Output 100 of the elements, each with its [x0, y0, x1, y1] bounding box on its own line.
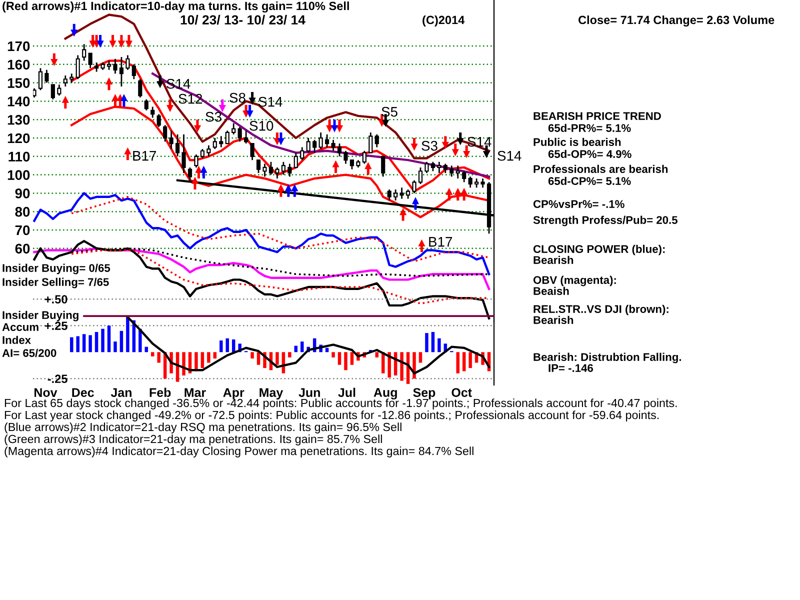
bar	[70, 337, 74, 352]
text: IP= -.146	[548, 364, 593, 372]
point	[284, 184, 292, 192]
x-tick-label: Feb	[150, 388, 171, 397]
x-tick-label: Jan	[110, 388, 132, 397]
candlestick	[368, 132, 373, 154]
point	[446, 188, 453, 195]
candlestick	[82, 43, 86, 62]
line-series	[126, 316, 490, 374]
y-tick-label: 170	[8, 41, 30, 52]
text: CLOSING POWER (blue):	[533, 244, 665, 256]
point	[277, 138, 284, 146]
point	[218, 105, 226, 112]
ref-line-label: Insider Buying	[2, 310, 78, 322]
candlestick	[456, 164, 460, 180]
point	[456, 138, 464, 146]
point	[418, 239, 426, 246]
x-tick-label: Apr	[223, 388, 244, 400]
x-tick-label: Nov	[34, 388, 58, 397]
annotation: Insider Selling= 7/65	[2, 278, 109, 288]
y-tick-label: +.50	[44, 295, 68, 304]
candlestick	[138, 78, 142, 98]
bar	[438, 338, 441, 352]
candlestick	[225, 130, 230, 144]
annotation: B17	[429, 237, 452, 247]
annotation: S3	[206, 112, 222, 122]
point	[410, 144, 418, 151]
point	[460, 188, 468, 195]
candlestick	[70, 72, 74, 84]
point	[332, 160, 340, 168]
bar	[250, 352, 254, 358]
annotation: S8	[230, 92, 246, 103]
text: 10/ 23/ 13- 10/ 23/ 14	[180, 14, 306, 25]
annotation: (C)2014	[422, 16, 465, 26]
point	[382, 120, 390, 127]
bar	[88, 335, 92, 352]
bar	[256, 352, 260, 365]
y-tick-label: 90	[15, 188, 30, 198]
text: 65d-CP%= 5.1%	[548, 176, 631, 185]
point	[452, 149, 459, 156]
annotation: S10	[250, 120, 274, 131]
y-tick-label: 60	[15, 244, 30, 254]
candlestick	[126, 54, 130, 71]
point	[191, 176, 199, 184]
candlestick	[250, 142, 254, 161]
candlestick	[119, 56, 124, 88]
point	[246, 110, 254, 118]
point	[120, 94, 128, 102]
candlestick	[381, 156, 386, 178]
y-tick-label: 80	[15, 206, 30, 217]
point	[62, 96, 69, 103]
point	[50, 59, 58, 66]
candlestick	[156, 113, 161, 128]
y-tick-label: +.25	[44, 322, 68, 330]
point	[125, 40, 132, 48]
text: Bearish	[534, 316, 574, 324]
text: S14	[498, 150, 522, 161]
bar	[276, 352, 279, 365]
bar	[400, 352, 404, 381]
x-tick-label: Jul	[338, 388, 356, 397]
point	[463, 151, 470, 158]
annotation: S5	[382, 106, 398, 117]
y-tick-label: 100	[8, 170, 30, 180]
point	[400, 208, 407, 216]
annotation: Accum	[2, 323, 38, 331]
y-tick-label: 70	[15, 225, 30, 236]
y-tick-label: 130	[8, 114, 30, 125]
candlestick	[219, 135, 224, 148]
candlestick	[88, 52, 92, 69]
point	[70, 30, 78, 37]
text: Beaish	[534, 286, 569, 295]
candlestick	[175, 134, 180, 158]
bar	[76, 336, 80, 352]
candlestick	[356, 159, 360, 168]
bar	[213, 352, 217, 358]
candlestick	[324, 134, 330, 148]
bar	[101, 328, 104, 352]
text: Bearish	[534, 256, 574, 264]
bar	[207, 352, 210, 363]
y-tick-label: 150	[8, 78, 30, 88]
x-tick-label: May	[260, 388, 284, 400]
annotation: S14	[468, 136, 492, 147]
point	[112, 94, 119, 102]
bar	[157, 352, 160, 363]
annotation: B17	[133, 151, 156, 161]
candlestick	[294, 152, 298, 168]
point	[326, 125, 334, 132]
line-series	[70, 60, 490, 192]
point	[291, 184, 298, 192]
candlestick	[262, 163, 267, 178]
text: OBV (magenta):	[533, 276, 616, 286]
bar	[300, 342, 304, 352]
candlestick	[100, 62, 105, 71]
bar	[456, 352, 460, 374]
point	[156, 81, 164, 88]
x-tick-label: Mar	[184, 388, 206, 397]
bar	[182, 352, 186, 376]
annotation: S3	[422, 140, 438, 151]
y-tick-label: 160	[8, 60, 30, 70]
point	[118, 40, 126, 48]
